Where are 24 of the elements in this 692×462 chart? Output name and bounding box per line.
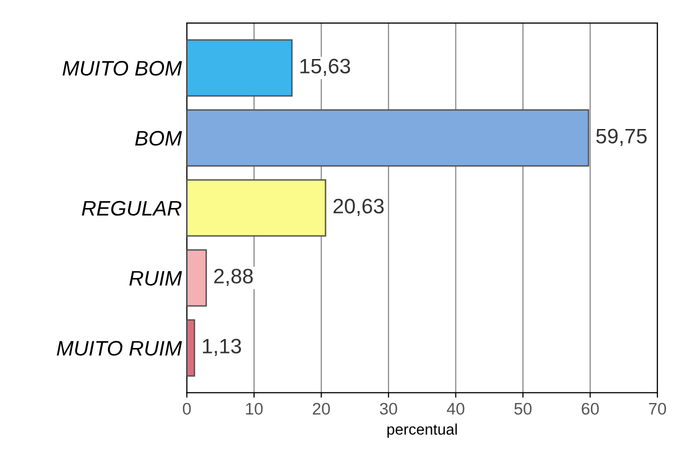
data-label: 59,75 [596, 128, 647, 146]
x-tick-label: 50 [514, 402, 532, 415]
x-axis-title: percentual [387, 424, 457, 438]
data-label: 20,63 [334, 198, 384, 216]
y-tick-label: MUITO BOM [62, 60, 182, 76]
y-tick-label: RUIM [129, 271, 182, 286]
data-label: 1,13 [202, 338, 242, 356]
y-tick-label: BOM [135, 130, 182, 146]
x-tick-label: 70 [648, 402, 666, 415]
data-label: 15,63 [300, 58, 350, 76]
data-label: 2,88 [214, 268, 253, 286]
y-tick-label: REGULAR [82, 200, 182, 216]
bar [186, 319, 196, 377]
x-tick-label: 20 [312, 402, 330, 415]
bar [186, 109, 590, 167]
x-tick-label: 30 [380, 402, 398, 415]
bar [186, 179, 326, 237]
x-tick-label: 60 [582, 402, 599, 415]
x-tick-label: 10 [246, 402, 263, 415]
x-tick-label: 40 [446, 402, 464, 415]
bar [186, 249, 207, 307]
bar [186, 39, 293, 97]
y-tick-label: MUITO RUIM [56, 340, 182, 356]
x-tick-label: 0 [182, 402, 191, 415]
